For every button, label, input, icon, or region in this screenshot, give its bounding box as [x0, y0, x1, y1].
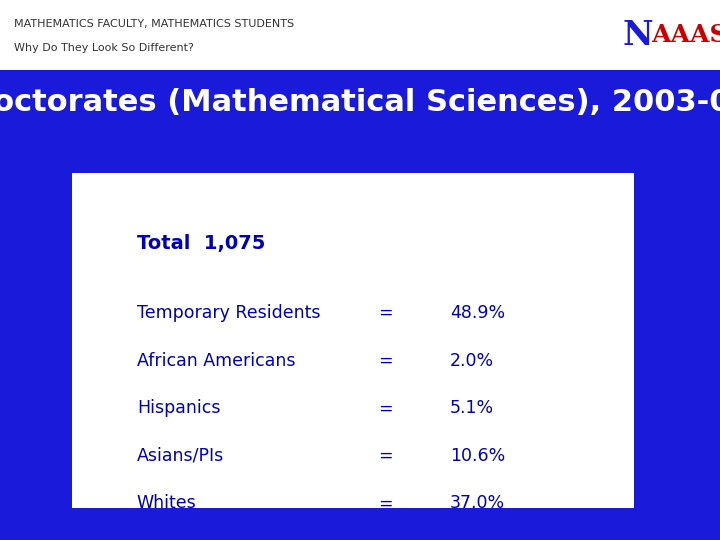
Text: 10.6%: 10.6% — [450, 447, 505, 465]
Text: Doctorates (Mathematical Sciences), 2003-04: Doctorates (Mathematical Sciences), 2003… — [0, 88, 720, 117]
Text: Ν: Ν — [623, 18, 654, 52]
Text: African Americans: African Americans — [137, 352, 295, 370]
FancyBboxPatch shape — [72, 173, 634, 508]
Text: 37.0%: 37.0% — [450, 494, 505, 512]
Text: 2.0%: 2.0% — [450, 352, 494, 370]
Text: Why Do They Look So Different?: Why Do They Look So Different? — [14, 43, 194, 52]
Text: =: = — [378, 447, 392, 465]
Text: Whites: Whites — [137, 494, 197, 512]
Text: =: = — [378, 352, 392, 370]
Text: =: = — [378, 304, 392, 322]
Text: Hispanics: Hispanics — [137, 399, 220, 417]
Text: MATHEMATICS FACULTY, MATHEMATICS STUDENTS: MATHEMATICS FACULTY, MATHEMATICS STUDENT… — [14, 19, 294, 29]
Text: Temporary Residents: Temporary Residents — [137, 304, 320, 322]
Text: 48.9%: 48.9% — [450, 304, 505, 322]
Text: Asians/PIs: Asians/PIs — [137, 447, 224, 465]
Text: 5.1%: 5.1% — [450, 399, 494, 417]
Text: =: = — [378, 494, 392, 512]
FancyBboxPatch shape — [0, 0, 720, 70]
Text: =: = — [378, 399, 392, 417]
Text: Total  1,075: Total 1,075 — [137, 233, 265, 253]
Text: AAAS: AAAS — [652, 23, 720, 47]
